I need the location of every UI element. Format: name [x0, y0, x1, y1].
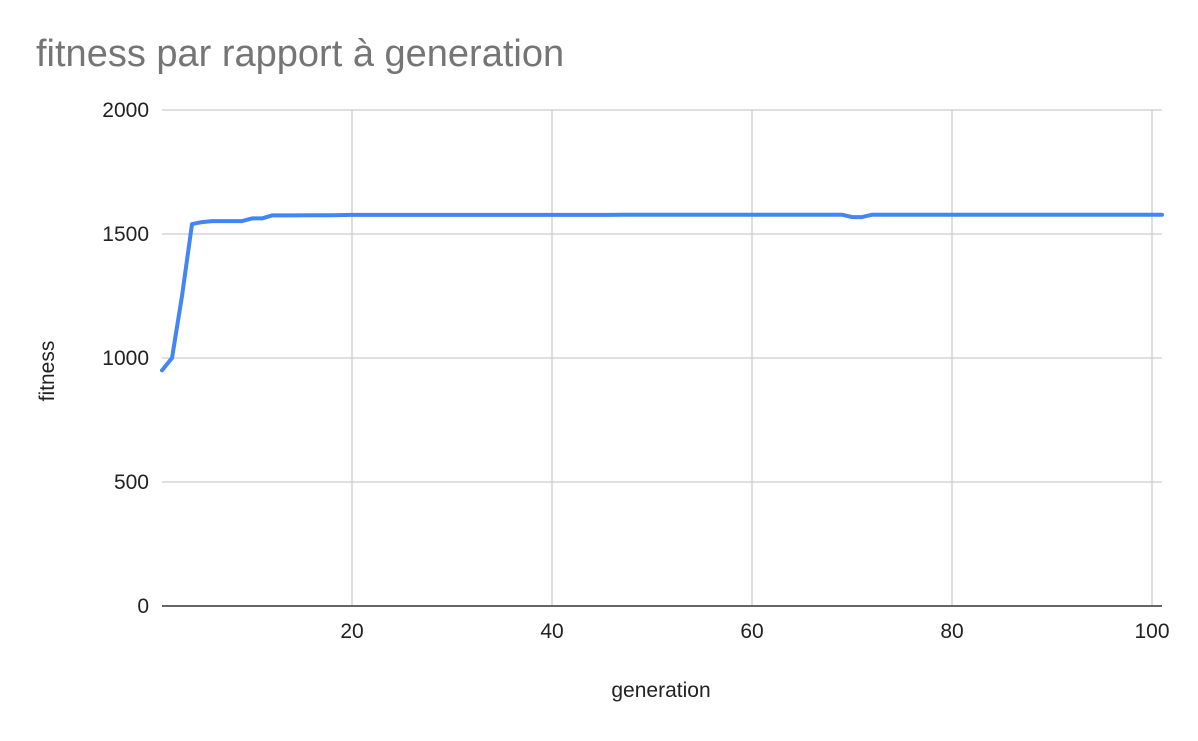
y-axis-label: fitness	[36, 341, 59, 402]
x-tick-label: 100	[1134, 620, 1169, 643]
x-tick-label: 40	[540, 620, 563, 643]
series-layer	[160, 212, 1164, 373]
y-tick-label: 0	[137, 595, 149, 618]
y-tick-label: 2000	[102, 99, 149, 122]
x-tick-label: 80	[940, 620, 963, 643]
x-axis-label: generation	[611, 679, 710, 702]
series-line	[160, 212, 1164, 373]
chart-title: fitness par rapport à generation	[36, 33, 564, 75]
tick-labels: 0 500 1000 1500 2000 20 40 60 80 100	[102, 99, 1169, 643]
y-tick-label: 500	[114, 471, 149, 494]
x-tick-label: 60	[740, 620, 763, 643]
x-tick-label: 20	[340, 620, 363, 643]
y-tick-label: 1500	[102, 223, 149, 246]
grid-lines	[162, 109, 1162, 606]
y-tick-label: 1000	[102, 347, 149, 370]
